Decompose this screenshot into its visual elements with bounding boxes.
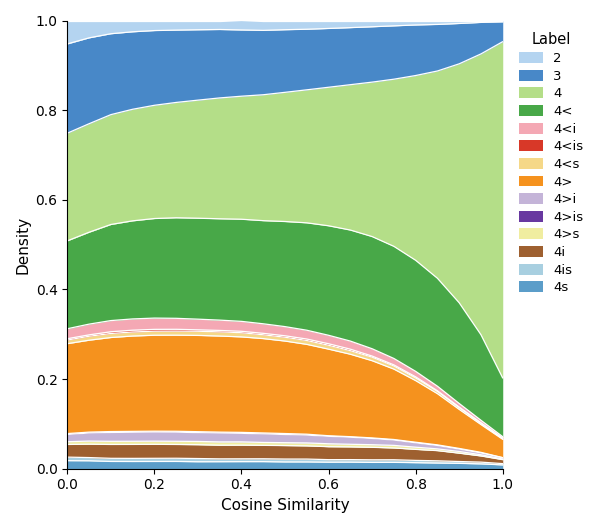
X-axis label: Cosine Similarity: Cosine Similarity (220, 498, 349, 513)
Y-axis label: Density: Density (15, 215, 30, 274)
Legend: 2, 3, 4, 4<, 4<i, 4<is, 4<s, 4>, 4>i, 4>is, 4>s, 4i, 4is, 4s: 2, 3, 4, 4<, 4<i, 4<is, 4<s, 4>, 4>i, 4>… (513, 27, 589, 300)
